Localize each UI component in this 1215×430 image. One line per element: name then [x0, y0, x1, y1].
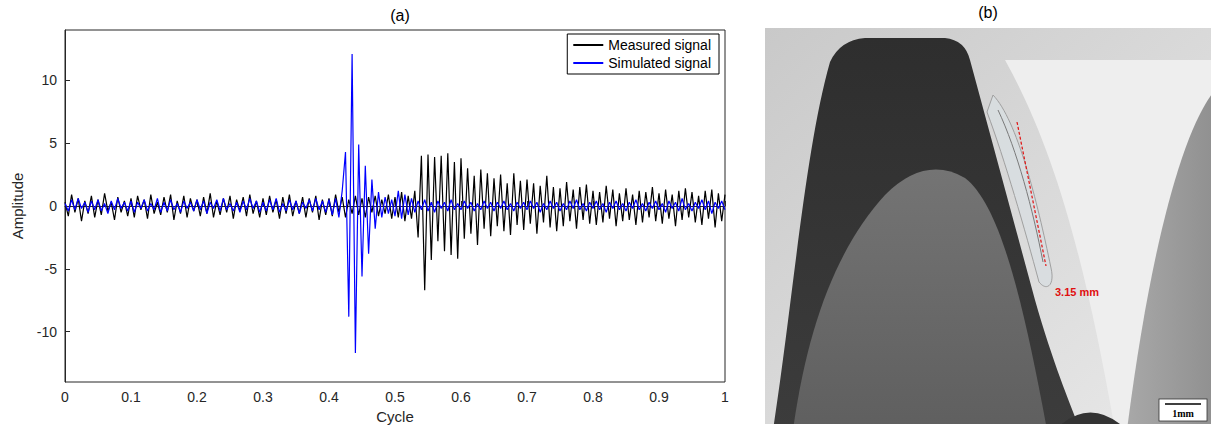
svg-text:10: 10: [41, 72, 57, 88]
svg-text:1mm: 1mm: [1172, 408, 1194, 419]
svg-text:Amplitude: Amplitude: [9, 173, 26, 240]
svg-text:-5: -5: [45, 261, 58, 277]
svg-text:0.8: 0.8: [583, 389, 603, 405]
svg-text:0.1: 0.1: [121, 389, 141, 405]
svg-text:0.7: 0.7: [517, 389, 537, 405]
svg-text:5: 5: [49, 135, 57, 151]
svg-text:0: 0: [61, 389, 69, 405]
svg-text:0.3: 0.3: [253, 389, 273, 405]
svg-text:0.4: 0.4: [319, 389, 339, 405]
svg-text:0.6: 0.6: [451, 389, 471, 405]
svg-text:3.15 mm: 3.15 mm: [1055, 286, 1099, 298]
svg-text:0.9: 0.9: [649, 389, 669, 405]
svg-text:0: 0: [49, 198, 57, 214]
svg-text:-10: -10: [37, 324, 57, 340]
svg-text:0.2: 0.2: [187, 389, 207, 405]
svg-text:Simulated signal: Simulated signal: [608, 55, 711, 71]
svg-text:(b): (b): [978, 4, 998, 21]
svg-text:1: 1: [721, 389, 729, 405]
svg-text:0.5: 0.5: [385, 389, 405, 405]
svg-text:(a): (a): [390, 7, 410, 24]
svg-text:Measured signal: Measured signal: [608, 37, 711, 53]
svg-text:Cycle: Cycle: [376, 408, 414, 425]
